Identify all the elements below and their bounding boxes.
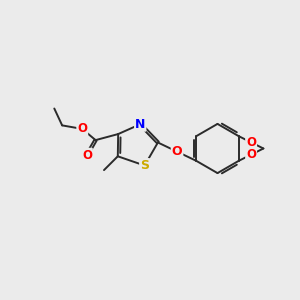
Text: O: O — [246, 136, 256, 149]
Text: O: O — [246, 148, 256, 161]
Text: S: S — [140, 159, 149, 172]
Text: O: O — [172, 145, 182, 158]
Text: O: O — [82, 149, 92, 162]
Text: N: N — [135, 118, 146, 131]
Text: O: O — [77, 122, 87, 135]
